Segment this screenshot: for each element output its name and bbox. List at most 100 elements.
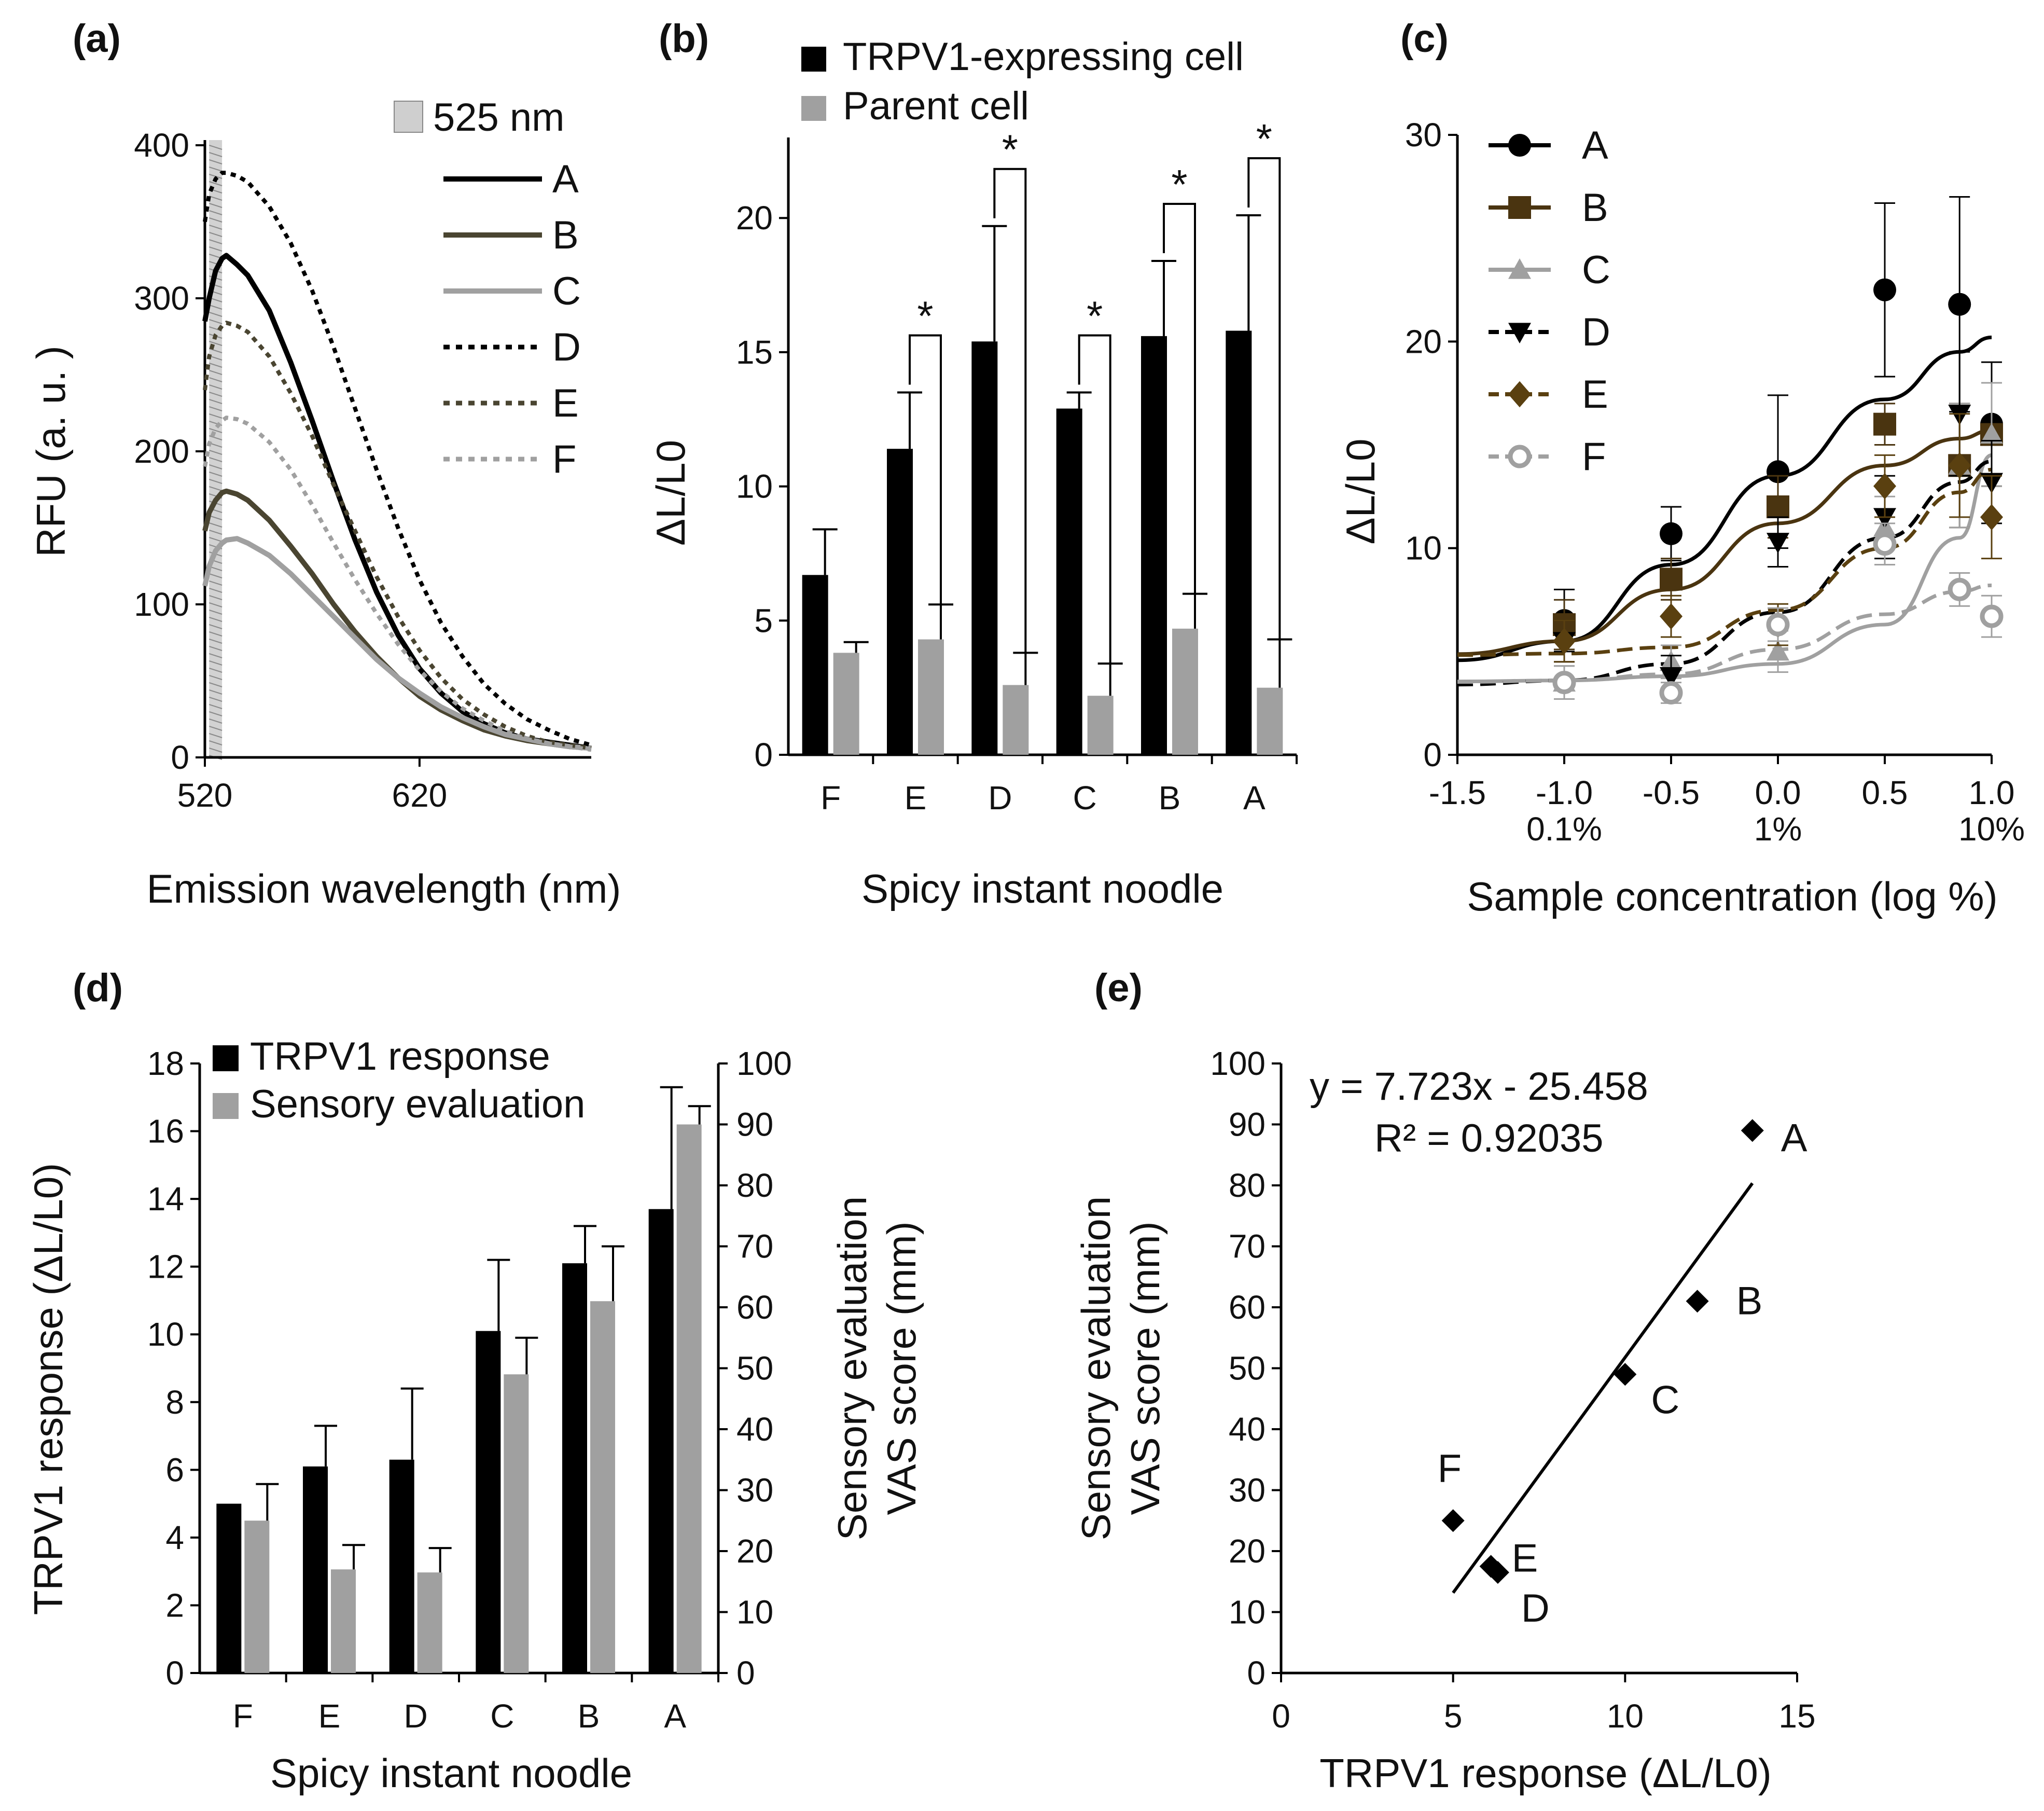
band-hatch — [208, 704, 223, 709]
sig-bracket-b — [1163, 203, 1196, 594]
y-tick-label-e: 70 — [1229, 1228, 1266, 1265]
x-tick-label-d: A — [664, 1697, 686, 1735]
y2-tick-label-d: 100 — [736, 1045, 792, 1082]
y-tick-label-a: 100 — [134, 586, 189, 623]
legend-band-swatch — [394, 101, 423, 133]
point-e — [1948, 452, 1971, 479]
bar-trpv1-d-d — [389, 1459, 414, 1673]
band-hatch — [208, 246, 223, 252]
point-c — [1767, 640, 1789, 661]
panel-label-d: (d) — [73, 966, 123, 1010]
band-hatch — [208, 464, 223, 469]
r2-e: R² = 0.92035 — [1374, 1116, 1604, 1160]
panel-b: (b) 0 5 10 15 20 F E * D * C * B * A * Spicy instant noo… — [648, 17, 1298, 911]
bar-trpv1-d-f — [216, 1503, 242, 1673]
point-b — [1767, 495, 1789, 518]
y-tick-label-a: 300 — [134, 280, 189, 317]
band-hatch — [208, 588, 223, 593]
x-tick-label-d: E — [318, 1697, 341, 1735]
band-hatch — [208, 355, 223, 361]
sig-bracket-d — [993, 168, 1027, 653]
band-hatch — [208, 159, 223, 164]
x-tick-label-c: 0.0 — [1755, 774, 1801, 811]
y-axis-label-c: ΔL/L0 — [1338, 439, 1383, 545]
series-e-curve — [203, 321, 592, 751]
band-hatch — [208, 152, 223, 157]
band-hatch — [208, 689, 223, 695]
y2-tick-label-d: 20 — [736, 1532, 773, 1570]
point-a — [1767, 460, 1789, 483]
panel-d: (d) 0 2 4 6 8 10 12 14 16 18 0 10 20 30 40 50 60 70 80 90 10… — [25, 966, 924, 1796]
band-hatch — [208, 726, 223, 731]
y-tick-label-b: 0 — [754, 736, 773, 773]
y2-tick-label-d: 10 — [736, 1594, 773, 1631]
y2-tick-label-d: 30 — [736, 1472, 773, 1509]
bar-trpv1-d-e — [303, 1466, 328, 1673]
point-e-e — [1479, 1555, 1503, 1578]
y-tick-label-d: 14 — [147, 1180, 184, 1218]
bar-trpv1-d-b — [562, 1263, 587, 1673]
point-label-e-b: B — [1736, 1279, 1763, 1323]
panel-label-c: (c) — [1400, 17, 1449, 61]
band-hatch — [208, 718, 223, 724]
point-e — [1553, 628, 1576, 655]
fit-curve-e — [1457, 467, 1992, 657]
trendline-e — [1452, 1182, 1754, 1594]
point-f — [1948, 577, 1971, 601]
equation-e: y = 7.723x - 25.458 — [1310, 1065, 1648, 1109]
point-label-e-d: D — [1521, 1586, 1550, 1630]
point-f — [1873, 532, 1897, 556]
band-hatch — [208, 697, 223, 702]
band-hatch — [208, 573, 223, 578]
y-axis-label-a: RFU (a. u. ) — [28, 345, 74, 557]
y2-axis-label-d-1: VAS score (mm) — [879, 1221, 924, 1515]
y-tick-label-e: 80 — [1229, 1167, 1266, 1204]
y2-tick-label-d: 50 — [736, 1350, 773, 1387]
point-c — [1980, 423, 2003, 444]
bar-sensory-d-a — [676, 1124, 702, 1673]
y-tick-label-d: 16 — [147, 1113, 184, 1150]
band-hatch — [208, 733, 223, 738]
band-hatch — [208, 341, 223, 346]
band-hatch — [208, 232, 223, 237]
band-hatch — [208, 472, 223, 477]
band-hatch — [208, 370, 223, 375]
point-label-e-a: A — [1781, 1116, 1807, 1160]
band-hatch — [208, 399, 223, 404]
bar-parent-b — [1172, 628, 1198, 755]
band-hatch — [208, 145, 223, 150]
series-c-curve — [202, 536, 592, 751]
band-hatch — [208, 196, 223, 201]
x-tick-label-d: D — [404, 1697, 428, 1735]
band-hatch — [208, 450, 223, 455]
bar-sensory-d-c — [504, 1374, 529, 1673]
bar-trpv1-d-c — [476, 1331, 501, 1673]
band-hatch — [208, 624, 223, 629]
y-axis-label-b: ΔL/L0 — [648, 440, 693, 546]
bar-sensory-d-e — [331, 1569, 356, 1673]
y-tick-label-d: 0 — [165, 1654, 184, 1692]
bar-parent-d — [1003, 685, 1029, 755]
x-tick-label-b: C — [1073, 779, 1097, 817]
band-hatch — [208, 210, 223, 215]
x-tick-label-e: 5 — [1444, 1697, 1463, 1735]
y-tick-label-a: 200 — [134, 433, 189, 470]
y-tick-label-d: 10 — [147, 1316, 184, 1353]
band-hatch — [208, 646, 223, 651]
point-b — [1873, 412, 1896, 436]
y-tick-label-a: 400 — [134, 127, 189, 164]
x-tick-label-b: B — [1159, 779, 1181, 817]
legend-label-c-f: F — [1582, 435, 1606, 479]
legend-label-c-d: D — [1582, 310, 1610, 354]
y-axis-label-e-0: Sensory evaluation — [1073, 1196, 1119, 1540]
band-hatch — [208, 203, 223, 208]
x-tick-label-c: 1.0 — [1969, 774, 2015, 811]
point-label-e-c: C — [1651, 1378, 1679, 1422]
sig-star-c: * — [1087, 293, 1103, 339]
bar-trpv1-a — [1226, 330, 1252, 755]
band-hatch — [208, 522, 223, 528]
y-tick-label-c: 20 — [1405, 323, 1442, 360]
point-e-b — [1686, 1290, 1709, 1313]
band-hatch — [208, 377, 223, 382]
